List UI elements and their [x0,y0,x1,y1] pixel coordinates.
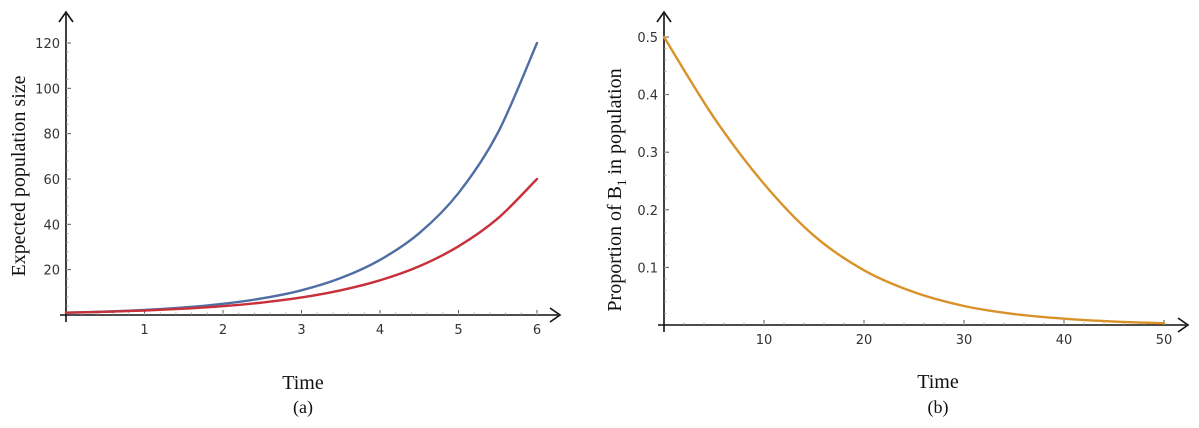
panel-b-y-axis-label: Proportion of B1 in population [604,68,629,311]
panel-a-x-tick-label: 3 [297,323,305,338]
panel-b-x-tick-label: 40 [1056,333,1073,348]
panel-b-x-tick-label: 50 [1156,333,1173,348]
panel-a-y-tick-label: 100 [35,82,60,97]
panel-a-ticks: 1 2 3 4 5 6 20 40 60 80 100 120 [35,37,541,338]
panel-b-x-axis-label: Time [917,371,959,393]
panel-b-series-line-1 [662,35,1166,325]
panel-b-caption: (b) [928,397,949,418]
panel-b-y-tick-label: 0.2 [637,204,658,219]
panel-b-y-axis-label-suffix: in population [604,68,626,179]
panel-b-x-tick-label: 30 [956,333,973,348]
panel-b-series [662,35,1166,325]
panel-b-x-tick-label: 10 [756,333,773,348]
panel-a-x-tick-label: 1 [140,323,148,338]
panel-b: 10 20 30 40 50 0.1 0.2 0.3 0.4 0.5 Proportion of … [604,10,1190,418]
panel-a-x-tick-label: 4 [376,323,384,338]
panel-b-y-axis-arrow-icon [656,10,672,23]
panel-a-x-axis-label: Time [282,372,324,394]
panel-a-caption: (a) [293,397,313,418]
panel-b-y-tick-label: 0.5 [637,31,658,46]
panel-b-x-axis-arrow-icon [1177,317,1190,333]
panel-a-series-line-1 [64,41,539,314]
panel-b-y-tick-label: 0.4 [637,89,658,104]
panel-a-series [64,41,539,314]
panel-a-series-line-2 [64,177,539,314]
panel-b-y-axis-label-subscript: 1 [614,180,629,187]
panel-a-x-tick-label: 6 [533,323,541,338]
panel-b-x-tick-label: 20 [856,333,873,348]
panel-a-x-tick-label: 2 [219,323,227,338]
panel-a-x-tick-label: 5 [454,323,462,338]
panel-b-y-tick-label: 0.1 [637,261,658,276]
panel-b-y-axis-label-prefix: Proportion of B [604,186,626,312]
panel-b-y-tick-label: 0.3 [637,146,658,161]
panel-a-x-axis-arrow-icon [549,307,562,323]
panel-a-y-tick-label: 80 [43,128,60,143]
panel-a-y-tick-label: 120 [35,37,60,52]
panel-a-y-tick-label: 20 [43,264,60,279]
panel-b-ticks: 10 20 30 40 50 0.1 0.2 0.3 0.4 0.5 [637,31,1172,348]
panel-a-y-tick-label: 60 [43,173,60,188]
panel-a-y-axis-label: Expected population size [8,75,30,276]
panel-a: 1 2 3 4 5 6 20 40 60 80 100 120 Expected population… [8,10,562,418]
panel-a-y-axis-arrow-icon [58,10,74,23]
panel-a-y-tick-label: 40 [43,218,60,233]
